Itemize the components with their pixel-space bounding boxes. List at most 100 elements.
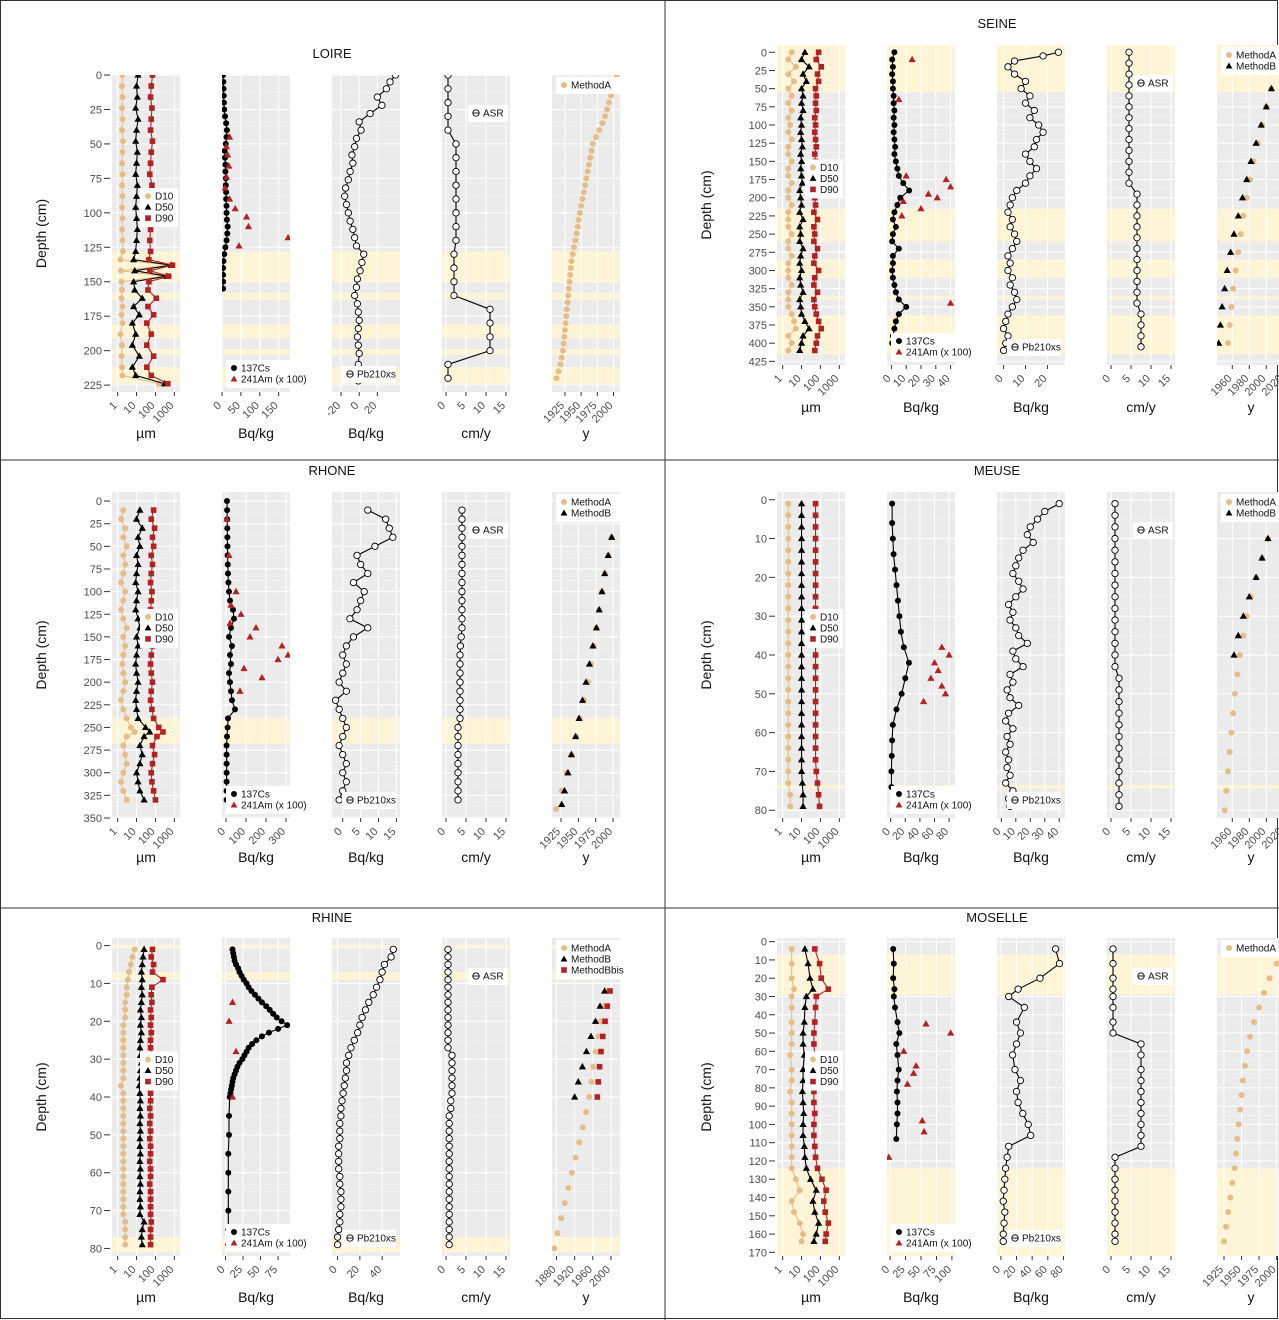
legend-label: 137Cs	[906, 790, 935, 801]
d10-point	[788, 1154, 795, 1161]
x-tick-label: 40	[367, 1264, 384, 1281]
pb210xs-point	[1009, 725, 1017, 733]
pb210xs-point	[1054, 48, 1063, 56]
cs137-point	[891, 107, 898, 114]
legend-key	[1226, 945, 1232, 951]
methodA-point	[554, 1230, 561, 1237]
cs137-point	[223, 237, 230, 244]
methodA-point	[1228, 729, 1235, 736]
methodB-point	[1223, 266, 1231, 274]
methodA-point	[1235, 249, 1242, 256]
pb210xs-point	[336, 1218, 344, 1226]
legend-box	[1133, 75, 1173, 92]
am241-point	[225, 195, 234, 202]
asr-point	[445, 1240, 453, 1249]
d90-point	[149, 742, 156, 749]
pb210xs-point	[341, 1074, 350, 1082]
depth-tick-label: 160	[749, 1229, 767, 1241]
highlight-band	[442, 349, 510, 355]
cs137-point	[892, 566, 899, 573]
panel-background	[552, 492, 620, 818]
pb210xs-point	[1033, 515, 1042, 523]
d50-point	[132, 371, 140, 379]
d50-point	[141, 723, 150, 731]
d90-point	[147, 697, 154, 704]
depth-tick-label: 0	[761, 937, 767, 949]
d10-point	[120, 1143, 127, 1150]
x-tick-label: 25	[228, 1264, 245, 1281]
x-tick-label: 100	[240, 400, 261, 421]
x-tick-label: 15	[491, 826, 508, 843]
highlight-band	[777, 295, 845, 300]
asr-point	[450, 291, 458, 300]
d50-point	[799, 1076, 807, 1084]
d90-point	[811, 1132, 817, 1139]
cs137-point	[270, 1010, 277, 1017]
d50-point	[797, 150, 805, 157]
d50-point	[132, 596, 141, 604]
asr-point	[444, 1036, 452, 1044]
d90-point	[811, 296, 817, 303]
d10-point	[120, 706, 127, 713]
x-tick-label: 2000	[1253, 1264, 1279, 1290]
d90-point	[148, 597, 155, 604]
legend-box	[556, 77, 620, 94]
d50-point	[797, 744, 806, 751]
asr-point	[450, 264, 458, 272]
d10-point	[122, 751, 129, 758]
methodB-point	[1267, 84, 1275, 92]
legend-key	[810, 613, 816, 620]
legend-label: D10	[155, 612, 174, 623]
x-tick-label: 15	[1156, 826, 1173, 843]
d10-point	[120, 1097, 127, 1104]
methodA-point	[1223, 787, 1230, 794]
d90-point	[825, 1220, 832, 1226]
pb210xs-point	[1055, 499, 1063, 508]
d90-point	[146, 1158, 153, 1165]
d90-point	[813, 993, 820, 1000]
d50-point	[797, 523, 806, 530]
d50-point	[801, 945, 809, 952]
cs137-point	[889, 267, 896, 274]
methodA-point	[1231, 1165, 1238, 1172]
cs137-point	[891, 986, 898, 993]
d90-point	[812, 512, 819, 519]
x-tick-label: 80	[1048, 1264, 1065, 1281]
d10-point	[785, 605, 792, 612]
legend-key	[896, 791, 902, 797]
d50-point	[797, 697, 806, 705]
d90-point	[812, 500, 819, 507]
cs137-point	[223, 760, 230, 767]
pb210xs-point	[356, 597, 365, 605]
am241-point	[930, 658, 939, 666]
d50-point	[132, 569, 141, 577]
pb210xs-point	[336, 1127, 344, 1135]
d50-point	[133, 225, 141, 232]
methodA-point	[566, 278, 573, 285]
highlight-band	[222, 718, 290, 744]
highlight-band	[1107, 208, 1175, 242]
d90-point	[812, 559, 819, 565]
asr-point	[1115, 721, 1123, 729]
d10-point	[785, 194, 792, 201]
site-title: MOSELLE	[966, 910, 1028, 925]
cs137-point	[227, 597, 233, 604]
legend-label: 137Cs	[906, 1228, 935, 1239]
pb210xs-point	[336, 1172, 344, 1181]
legend-key	[561, 82, 567, 88]
d50-point	[134, 777, 142, 785]
am241-point	[919, 697, 928, 705]
d10-point	[785, 114, 792, 121]
d10-point	[785, 165, 792, 172]
pb210xs-point	[1009, 608, 1017, 616]
asr-point	[444, 112, 452, 120]
d90-point	[149, 706, 155, 713]
d90-point	[812, 745, 819, 751]
methodBbis-point	[598, 1048, 604, 1055]
d50-point	[796, 223, 804, 230]
d50-point	[809, 1197, 817, 1204]
d50-point	[802, 1164, 810, 1171]
